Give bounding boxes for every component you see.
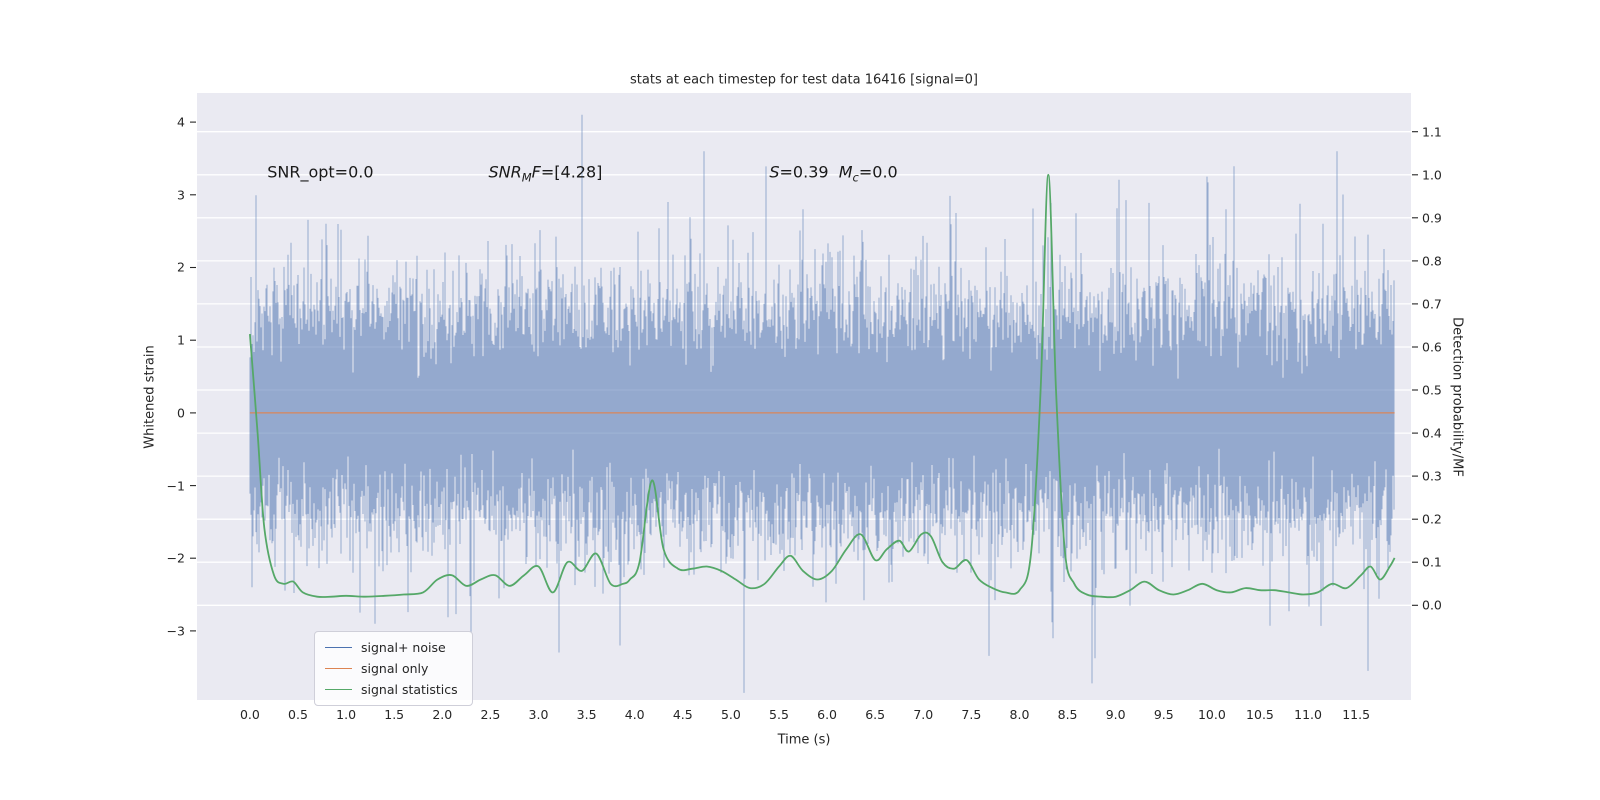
- series-signal-plus-noise: [249, 114, 1395, 693]
- x-tick-label: 4.0: [624, 707, 645, 722]
- legend-item-signal-only: signal only: [325, 660, 458, 677]
- legend-swatch-signal-only: [325, 668, 352, 669]
- x-tick-label: 9.0: [1105, 707, 1126, 722]
- chart-title: stats at each timestep for test data 164…: [630, 72, 978, 88]
- x-tick-label: 2.5: [480, 707, 501, 722]
- x-tick-label: 10.0: [1197, 707, 1226, 722]
- legend-label: signal statistics: [361, 682, 458, 697]
- y-tick-label-left: 4: [177, 114, 185, 130]
- y-axis-label-left: Whitened strain: [142, 345, 158, 449]
- y-tick-label-right: 0.5: [1422, 382, 1442, 398]
- series-signal-statistics: [249, 173, 1396, 599]
- y-tick-label-right: 1.1: [1422, 124, 1442, 140]
- x-tick-label: 5.5: [769, 707, 789, 722]
- legend-swatch-signal-statistics: [325, 689, 352, 690]
- x-tick-label: 3.0: [528, 707, 549, 722]
- y-tick-label-left: 1: [177, 332, 185, 348]
- tick-marks: [190, 121, 1418, 632]
- x-tick-label: 1.0: [336, 707, 357, 722]
- legend: signal+ noise signal only signal statist…: [314, 631, 473, 706]
- x-tick-label: 4.5: [672, 707, 693, 722]
- y-axis-label-right: Detection probability/MF: [1449, 317, 1465, 477]
- annotation: S=0.39 Mc=0.0: [769, 162, 898, 185]
- y-tick-label-left: −2: [166, 550, 185, 566]
- x-tick-label: 0.5: [288, 707, 308, 722]
- legend-label: signal+ noise: [361, 640, 446, 655]
- legend-item-signal-plus-noise: signal+ noise: [325, 639, 458, 656]
- annotation: SNRMF=[4.28]: [488, 162, 603, 185]
- y-tick-label-right: 0.1: [1422, 554, 1442, 570]
- x-axis-label: Time (s): [777, 732, 831, 748]
- x-tick-label: 9.5: [1153, 707, 1174, 722]
- x-tick-label: 6.0: [817, 707, 838, 722]
- y-tick-label-left: −3: [166, 623, 185, 639]
- x-tick-label: 6.5: [865, 707, 886, 722]
- y-tick-label-right: 0.4: [1422, 425, 1442, 441]
- y-tick-label-left: 0: [177, 405, 185, 421]
- y-tick-label-right: 0.2: [1422, 511, 1442, 527]
- y-tick-label-right: 0.9: [1422, 210, 1442, 226]
- y-tick-label-left: 2: [177, 259, 185, 275]
- x-tick-label: 11.0: [1294, 707, 1322, 722]
- x-tick-label: 11.5: [1342, 707, 1371, 722]
- x-tick-label: 0.0: [239, 707, 260, 722]
- y-tick-label-right: 0.3: [1422, 468, 1442, 484]
- x-tick-label: 7.0: [913, 707, 934, 722]
- x-tick-label: 8.0: [1009, 707, 1030, 722]
- legend-item-signal-statistics: signal statistics: [325, 681, 458, 698]
- y-tick-label-right: 0.7: [1422, 296, 1442, 312]
- y-tick-label-right: 0.6: [1422, 339, 1442, 355]
- y-tick-label-right: 1.0: [1422, 167, 1442, 183]
- legend-swatch-signal-plus-noise: [325, 647, 352, 648]
- x-tick-label: 5.0: [720, 707, 741, 722]
- y-tick-label-left: 3: [177, 187, 185, 203]
- y-tick-label-right: 0.8: [1422, 253, 1442, 269]
- x-tick-label: 10.5: [1246, 707, 1274, 722]
- y-tick-label-left: −1: [166, 478, 185, 494]
- x-tick-label: 1.5: [384, 707, 405, 722]
- x-tick-label: 8.5: [1057, 707, 1078, 722]
- annotation: SNR_opt=0.0: [267, 162, 374, 182]
- y-tick-label-right: 0.0: [1422, 597, 1442, 613]
- x-tick-label: 7.5: [961, 707, 982, 722]
- x-tick-label: 2.0: [432, 707, 453, 722]
- legend-label: signal only: [361, 661, 429, 676]
- x-tick-label: 3.5: [576, 707, 597, 722]
